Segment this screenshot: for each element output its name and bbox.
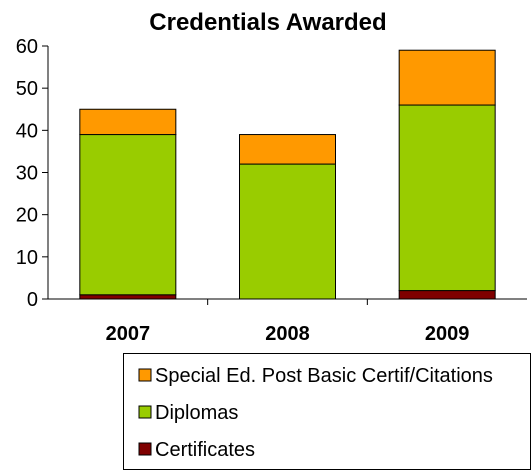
legend-swatch [138,442,152,456]
legend-label: Special Ed. Post Basic Certif/Citations [155,365,493,387]
x-tick-label: 2007 [106,323,151,345]
legend-label: Certificates [155,439,255,461]
chart-title: Credentials Awarded [149,9,386,36]
legend-swatch [138,368,152,382]
legend: Special Ed. Post Basic Certif/Citations D… [123,353,531,470]
x-tick-label: 2008 [265,323,310,345]
bar-special-ed-post-basic-certif-citations-2008 [239,134,336,165]
bar-diplomas-2007 [79,134,177,296]
bar-certificates-2009 [398,290,496,300]
legend-swatch [138,405,152,419]
y-tick-label: 40 [16,120,38,142]
bar-special-ed-post-basic-certif-citations-2007 [79,108,177,136]
bar-diplomas-2009 [398,104,496,292]
y-tick-label: 10 [16,247,38,269]
bar-special-ed-post-basic-certif-citations-2009 [398,49,496,106]
plot-area: 0 10 20 30 40 50 60 2007 2008 2009 [16,36,527,345]
x-tick-label: 2009 [425,323,470,345]
y-tick-label: 20 [16,205,38,227]
bar-diplomas-2008 [239,163,336,300]
y-tick-label: 30 [16,163,38,185]
y-tick-label: 50 [16,78,38,100]
legend-label: Diplomas [155,402,238,424]
bar-certificates-2007 [79,294,177,300]
y-tick-label: 0 [27,289,38,311]
y-tick-label: 60 [16,36,38,58]
legend-box [123,353,531,470]
